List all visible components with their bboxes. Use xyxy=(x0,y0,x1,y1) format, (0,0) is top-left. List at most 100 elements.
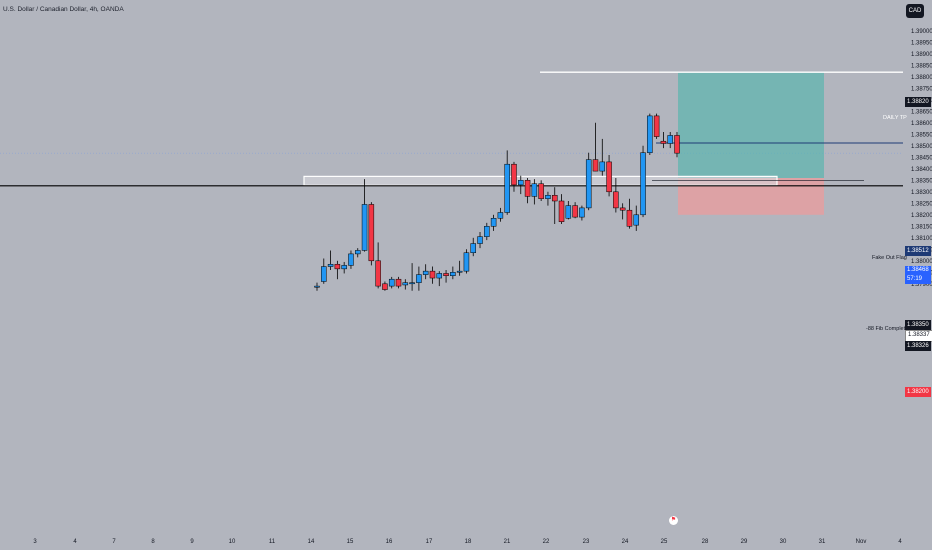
candle-body xyxy=(477,236,483,244)
y-tick-label: 1.38100 xyxy=(911,236,932,242)
y-tick-label: 1.38500 xyxy=(911,144,932,150)
current-price-label: 1.38468 57:19 xyxy=(905,266,931,284)
symbol-title: U.S. Dollar / Canadian Dollar, 4h, OANDA xyxy=(3,6,124,13)
y-tick-label: 1.38200 xyxy=(911,213,932,219)
y-tick-label: 1.38800 xyxy=(911,75,932,81)
y-tick-label: 1.38400 xyxy=(911,167,932,173)
x-tick-label: 4 xyxy=(898,539,902,545)
candle-body xyxy=(518,180,524,186)
candle-body xyxy=(321,266,327,282)
x-tick-label: 8 xyxy=(151,539,155,545)
candle-body xyxy=(633,214,639,226)
currency-button[interactable]: CAD xyxy=(906,4,924,18)
candle-body xyxy=(388,278,395,287)
candle-countdown: 57:19 xyxy=(907,276,923,282)
candle-body xyxy=(443,273,449,277)
x-tick-label: 22 xyxy=(543,539,550,545)
candle-body xyxy=(653,115,660,137)
stop-price-label: 1.38200 xyxy=(905,387,931,397)
y-tick-label: 1.37900 xyxy=(911,282,932,288)
x-tick-label: 24 xyxy=(622,539,629,545)
candle-body xyxy=(395,278,402,287)
y-tick-label: 1.38600 xyxy=(911,121,932,127)
candle-body xyxy=(436,273,443,279)
candle-body xyxy=(606,161,612,193)
candle-body xyxy=(626,209,633,227)
candle-body xyxy=(579,207,585,218)
x-tick-label: 28 xyxy=(702,539,709,545)
candle-body xyxy=(599,161,606,172)
candle-body xyxy=(429,270,436,279)
x-tick-label: 14 xyxy=(308,539,315,545)
fake-out-flag-annotation: Fake Out Flag xyxy=(872,255,907,261)
candle-body xyxy=(327,264,334,267)
candle-body xyxy=(314,285,320,288)
candle-body xyxy=(409,282,415,285)
candle-body xyxy=(450,272,456,276)
candle-body xyxy=(470,243,476,254)
candle-body xyxy=(334,264,341,270)
candle-body xyxy=(361,204,368,251)
x-tick-label: 31 xyxy=(819,539,826,545)
x-tick-label: 18 xyxy=(465,539,472,545)
y-tick-label: 1.38450 xyxy=(911,155,932,161)
candle-body xyxy=(572,205,578,218)
candle-body xyxy=(348,253,354,266)
candle-body xyxy=(565,205,572,219)
candle-body xyxy=(660,140,667,144)
target-zone xyxy=(678,72,824,178)
candle-body xyxy=(619,207,626,211)
y-tick-label: 1.38950 xyxy=(911,40,932,46)
daily-tp-text: DAILY TP xyxy=(883,115,907,121)
daily-tp-annotation: DAILY TP xyxy=(883,115,907,121)
candle-body xyxy=(416,274,422,283)
y-tick-label: 1.38900 xyxy=(911,52,932,58)
candle-body xyxy=(504,163,510,213)
candle-body xyxy=(558,200,565,222)
x-tick-label: 11 xyxy=(269,539,276,545)
y-tick-label: 1.38850 xyxy=(911,63,932,69)
candle-body xyxy=(674,135,680,154)
x-tick-label: Nov xyxy=(856,539,867,545)
candle-body xyxy=(456,270,463,273)
x-tick-label: 3 xyxy=(33,539,37,545)
fib-completion-annotation: -88 Fib Completion xyxy=(866,326,913,332)
candle-body xyxy=(422,270,429,275)
candle-body xyxy=(355,250,361,255)
x-tick-label: 10 xyxy=(229,539,236,545)
y-tick-label: 1.38000 xyxy=(911,259,932,265)
candle-body xyxy=(647,115,653,153)
y-tick-label: 1.39000 xyxy=(911,29,932,35)
candle-body xyxy=(585,159,592,209)
candle-body xyxy=(551,195,558,202)
x-tick-label: 9 xyxy=(190,539,194,545)
y-tick-label: 1.38250 xyxy=(911,201,932,207)
candle-body xyxy=(375,260,381,287)
candle-body xyxy=(382,283,388,290)
x-tick-label: 17 xyxy=(426,539,433,545)
fake-out-flag-price-label: 1.38512 xyxy=(905,246,931,256)
x-tick-label: 25 xyxy=(661,539,668,545)
event-flag-icon[interactable]: ⚑ xyxy=(669,516,678,525)
x-tick-label: 15 xyxy=(347,539,354,545)
current-price: 1.38468 xyxy=(907,267,929,273)
x-tick-label: 7 xyxy=(112,539,116,545)
candle-body xyxy=(613,191,619,209)
candle-body xyxy=(592,159,599,172)
candle-body xyxy=(667,135,673,144)
candle-body xyxy=(341,265,347,270)
x-tick-label: 16 xyxy=(386,539,393,545)
candle-body xyxy=(497,212,504,219)
candle-body xyxy=(511,163,517,186)
candle-body xyxy=(538,183,544,199)
x-tick-label: 23 xyxy=(583,539,590,545)
y-tick-label: 1.38550 xyxy=(911,132,932,138)
candle-body xyxy=(640,152,646,216)
black-line-price-label: 1.38326 xyxy=(905,341,931,351)
daily-tp-price-label: 1.38820 xyxy=(905,97,931,107)
candle-body xyxy=(490,218,497,227)
candle-body xyxy=(368,204,375,262)
candle-body xyxy=(524,180,531,197)
